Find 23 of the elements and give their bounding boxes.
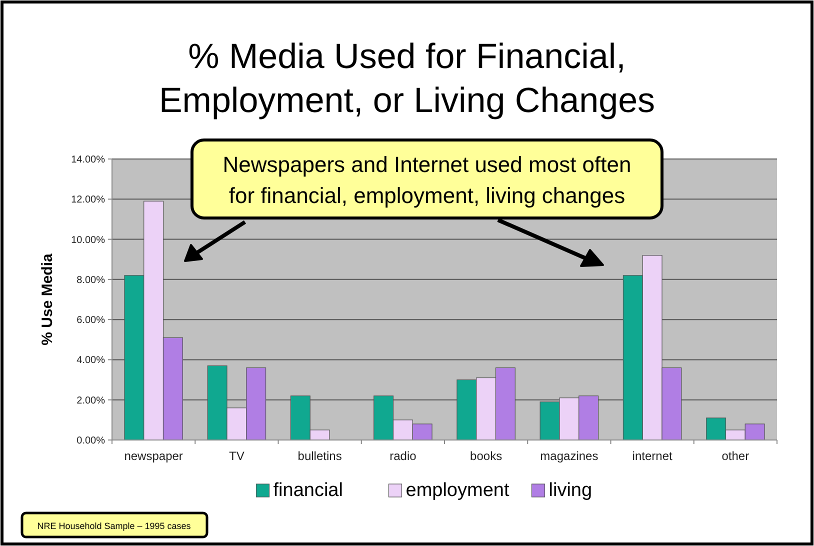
y-tick-label: 14.00% — [71, 154, 106, 166]
x-tick-label: internet — [632, 449, 673, 463]
x-tick-label: TV — [229, 449, 244, 463]
x-tick-label: other — [722, 449, 750, 463]
y-tick-label: 8.00% — [76, 274, 106, 286]
x-tick-label: newspaper — [124, 449, 183, 463]
x-tick-label: bulletins — [298, 449, 342, 463]
y-tick-label: 6.00% — [76, 315, 106, 326]
y-tick-label: 2.00% — [76, 395, 106, 406]
x-tick-label: radio — [390, 449, 417, 463]
legend-label: living — [548, 480, 592, 501]
chart-title: % Media Used for Financial, Employment, or Living Changes — [158, 37, 656, 120]
legend-label: employment — [406, 480, 510, 501]
y-axis-title: % Use Media — [39, 252, 56, 346]
y-tick-label: 0.00% — [76, 436, 106, 446]
y-tick-label: 4.00% — [76, 355, 106, 366]
y-tick-label: 10.00% — [71, 234, 106, 246]
x-tick-label: books — [470, 449, 502, 463]
legend-label: financial — [273, 480, 343, 501]
annotation: Newspapers and Internet used most often for financial, employment, living changes — [222, 152, 632, 208]
text: NRE Household Sample – 1995 cases — [37, 521, 192, 531]
y-tick-label: 12.00% — [71, 194, 106, 206]
x-tick-label: magazines — [540, 449, 598, 463]
